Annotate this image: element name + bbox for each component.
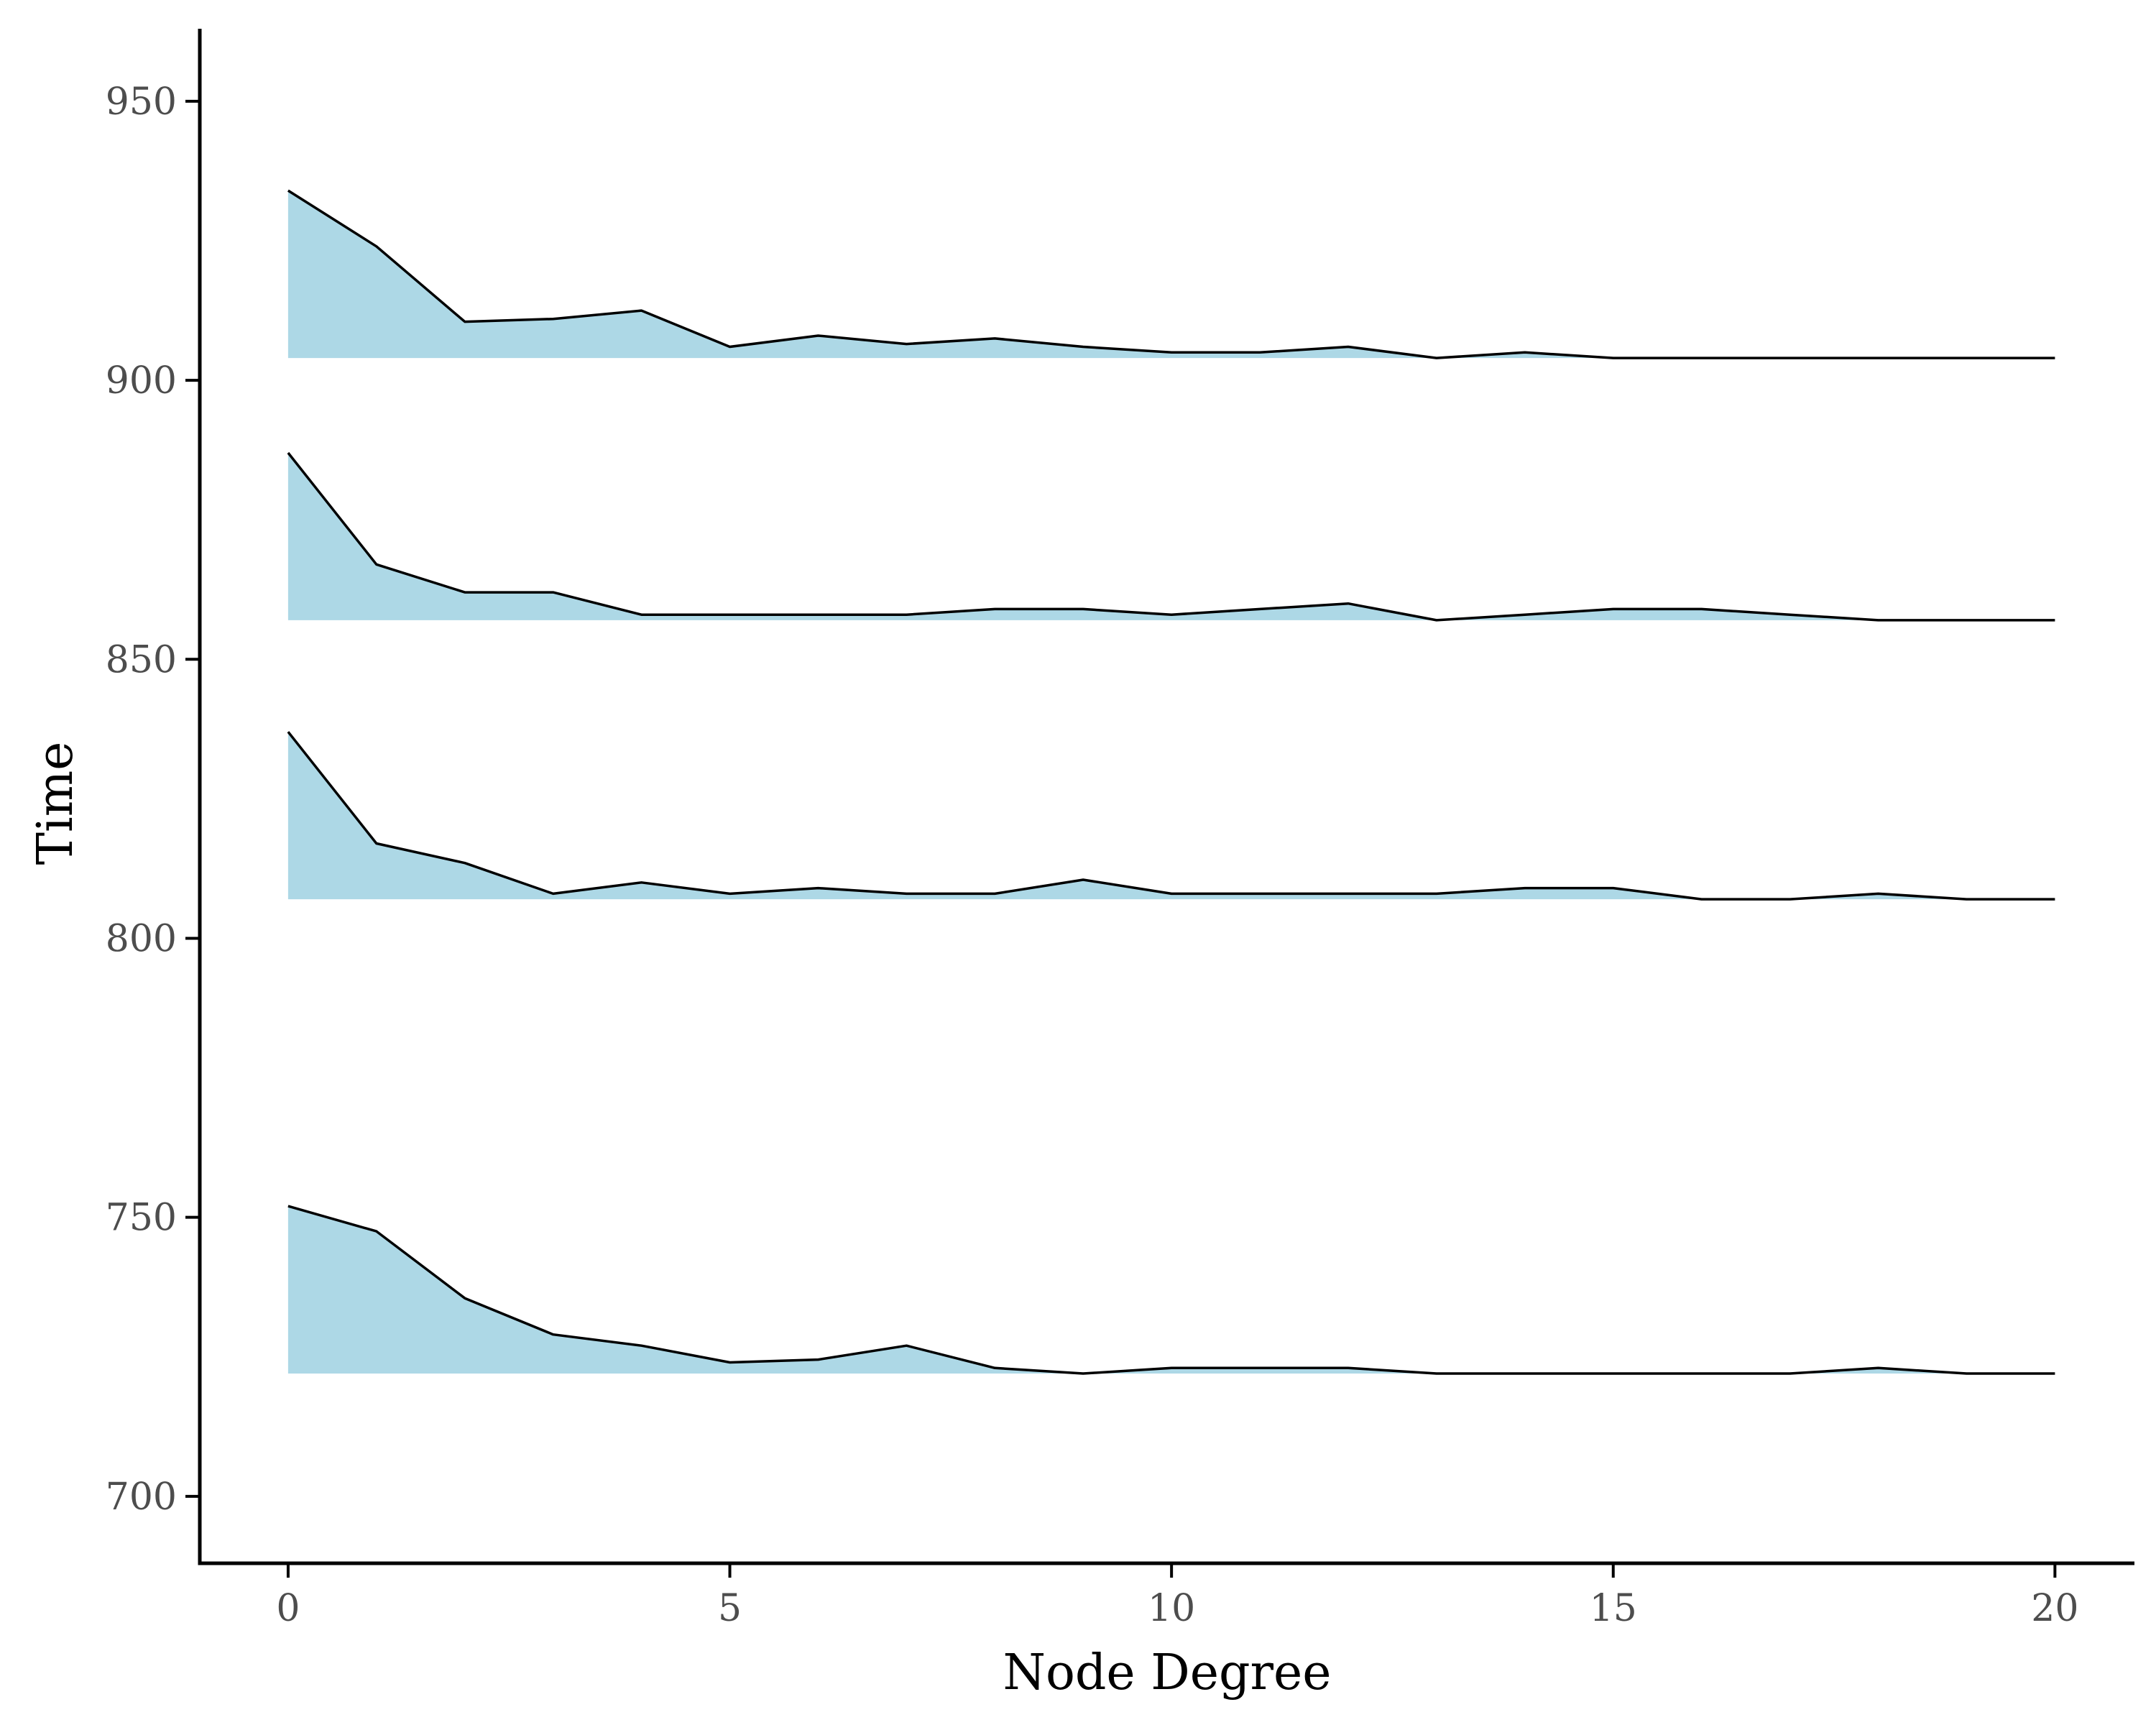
ridge-area-1 <box>287 190 2055 359</box>
x-axis-title: Node Degree <box>1003 1644 1331 1701</box>
ridge-area-4 <box>287 1206 2055 1374</box>
x-axis-ticks: 0 5 10 15 20 <box>276 1563 2078 1630</box>
ridge-line-4 <box>287 1205 2055 1375</box>
x-tick-label: 20 <box>2031 1587 2078 1630</box>
ridge-areas <box>287 190 2055 1374</box>
y-tick-label: 850 <box>106 638 177 681</box>
y-tick-label: 700 <box>106 1476 177 1519</box>
x-tick-label: 15 <box>1590 1587 1637 1630</box>
ridge-lines <box>287 189 2055 1375</box>
y-tick-label: 800 <box>106 917 177 960</box>
ridge-line-2 <box>287 451 2055 622</box>
ridge-line-3 <box>287 731 2055 901</box>
x-tick-label: 0 <box>276 1587 300 1630</box>
ridge-area-3 <box>287 732 2055 900</box>
ridge-line-1 <box>287 189 2055 359</box>
ridge-area-2 <box>287 453 2055 620</box>
y-tick-label: 900 <box>106 359 177 402</box>
y-axis-ticks: 700 750 800 850 900 950 <box>106 80 200 1519</box>
x-tick-label: 5 <box>718 1587 742 1630</box>
y-axis-title: Time <box>27 742 84 865</box>
x-tick-label: 10 <box>1148 1587 1195 1630</box>
y-tick-label: 950 <box>106 80 177 124</box>
y-tick-label: 750 <box>106 1197 177 1240</box>
